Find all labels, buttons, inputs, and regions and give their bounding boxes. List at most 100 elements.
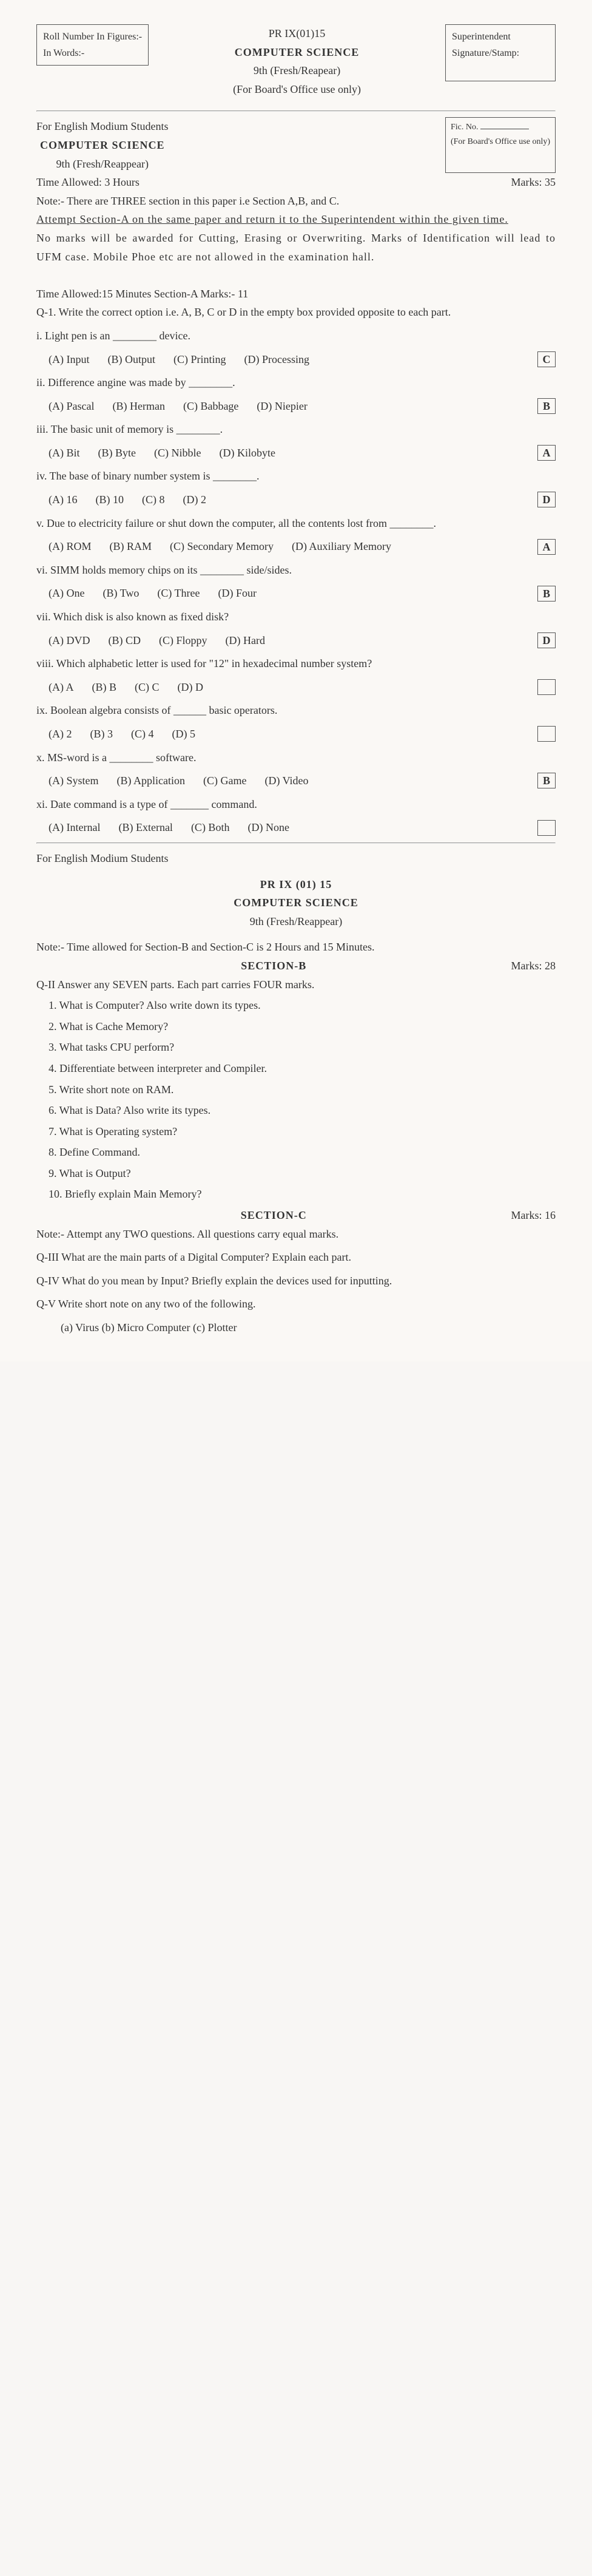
mcq-option: (A) Pascal bbox=[49, 397, 94, 416]
mcq-item: i. Light pen is an ________ device. bbox=[36, 327, 556, 345]
mcq-option: (B) Two bbox=[103, 584, 139, 603]
mcq-option: (A) 2 bbox=[49, 725, 72, 744]
answer-box[interactable]: A bbox=[537, 445, 556, 461]
mcq-option: (D) Processing bbox=[244, 350, 309, 369]
mcq-options: (A) A (B) B (C) C (D) D bbox=[49, 678, 556, 697]
answer-box[interactable]: A bbox=[537, 539, 556, 555]
list-item: 7. What is Operating system? bbox=[49, 1122, 556, 1141]
part2-subject: COMPUTER SCIENCE bbox=[36, 893, 556, 912]
answer-box[interactable] bbox=[537, 679, 556, 695]
mcq-option: (D) Niepier bbox=[257, 397, 307, 416]
part2-code: PR IX (01) 15 bbox=[36, 875, 556, 894]
mcq-option: (D) Auxiliary Memory bbox=[292, 537, 391, 556]
mcq-option: (B) Application bbox=[117, 771, 185, 790]
lang-note: For English Modium Students bbox=[36, 117, 169, 136]
secC-title: SECTION-C bbox=[241, 1206, 307, 1225]
mcq-option: (A) Input bbox=[49, 350, 89, 369]
fic-note: (For Board's Office use only) bbox=[451, 137, 550, 146]
note: Note:- There are THREE section in this p… bbox=[36, 192, 556, 211]
section-b-questions: 1. What is Computer? Also write down its… bbox=[36, 996, 556, 1204]
section-a-questions: i. Light pen is an ________ device. (A) I… bbox=[36, 327, 556, 837]
mcq-options: (A) Bit(B) Byte(C) Nibble(D) KilobyteA bbox=[49, 444, 556, 463]
mcq-option: (D) Kilobyte bbox=[219, 444, 275, 463]
divider-2 bbox=[36, 842, 556, 844]
mcq-option: (B) 10 bbox=[96, 490, 124, 509]
mcq-option: (D) Hard bbox=[226, 631, 265, 650]
list-item: 10. Briefly explain Main Memory? bbox=[49, 1185, 556, 1204]
answer-box[interactable]: D bbox=[537, 492, 556, 507]
list-item: 5. Write short note on RAM. bbox=[49, 1080, 556, 1099]
answer-box[interactable] bbox=[537, 820, 556, 836]
q1-text: Q-1. Write the correct option i.e. A, B,… bbox=[36, 303, 556, 322]
q3: Q-III What are the main parts of a Digit… bbox=[36, 1248, 556, 1267]
mcq-option: (A) One bbox=[49, 584, 84, 603]
mcq-options: (A) 16(B) 10(C) 8(D) 2D bbox=[49, 490, 556, 509]
list-item: 1. What is Computer? Also write down its… bbox=[49, 996, 556, 1015]
mcq-options: (A) 2(B) 3(C) 4(D) 5 bbox=[49, 725, 556, 744]
mcq-option: (B) CD bbox=[108, 631, 141, 650]
mcq-option: (B) External bbox=[118, 818, 172, 837]
super-label: Superintendent Signature/Stamp: bbox=[452, 32, 519, 58]
mcq-item: iv. The base of binary number system is … bbox=[36, 467, 556, 486]
mcq-option: (D) Video bbox=[264, 771, 308, 790]
meta-subject: COMPUTER SCIENCE bbox=[36, 136, 169, 155]
mcq-option: (A) DVD bbox=[49, 631, 90, 650]
secB-marks: Marks: 28 bbox=[511, 957, 556, 975]
q4: Q-IV What do you mean by Input? Briefly … bbox=[36, 1272, 556, 1290]
mcq-option: (B) 3 bbox=[90, 725, 113, 744]
mcq-item: v. Due to electricity failure or shut do… bbox=[36, 514, 556, 533]
mcq-option: (D) D bbox=[178, 678, 204, 697]
mcq-option: (D) None bbox=[247, 818, 289, 837]
part2-lang: For English Modium Students bbox=[36, 849, 556, 868]
mcq-options: (A) Internal (B) External (C) Both (D) None bbox=[49, 818, 556, 837]
list-item: 3. What tasks CPU perform? bbox=[49, 1038, 556, 1057]
mcq-item: ix. Boolean algebra consists of ______ b… bbox=[36, 701, 556, 720]
mcq-option: (C) Printing bbox=[173, 350, 226, 369]
mcq-option: (A) A bbox=[49, 678, 74, 697]
secA-head: Time Allowed:15 Minutes Section-A Marks:… bbox=[36, 285, 556, 303]
mcq-option: (B) B bbox=[92, 678, 117, 697]
mcq-option: (C) Both bbox=[191, 818, 230, 837]
mcq-item: viii. Which alphabetic letter is used fo… bbox=[36, 654, 556, 673]
mcq-option: (A) Internal bbox=[49, 818, 100, 837]
fic-box: Fic. No. (For Board's Office use only) bbox=[445, 117, 556, 173]
office-note: (For Board's Office use only) bbox=[233, 80, 361, 99]
q5-opts: (a) Virus (b) Micro Computer (c) Plotter bbox=[36, 1318, 556, 1337]
divider bbox=[36, 110, 556, 112]
mcq-option: (C) C bbox=[135, 678, 160, 697]
mcq-option: (A) 16 bbox=[49, 490, 78, 509]
mcq-option: (B) Output bbox=[107, 350, 155, 369]
mcq-option: (C) Floppy bbox=[159, 631, 207, 650]
fic-label: Fic. No. bbox=[451, 123, 479, 132]
secB-title: SECTION-B bbox=[241, 957, 306, 975]
answer-box[interactable]: B bbox=[537, 773, 556, 788]
answer-box[interactable]: D bbox=[537, 632, 556, 648]
mcq-item: iii. The basic unit of memory is _______… bbox=[36, 420, 556, 439]
inst1: Attempt Section-A on the same paper and … bbox=[36, 210, 556, 229]
mcq-options: (A) One(B) Two(C) Three(D) FourB bbox=[49, 584, 556, 603]
mcq-option: (C) Game bbox=[203, 771, 246, 790]
mcq-option: (C) Nibble bbox=[154, 444, 201, 463]
total-marks: Marks: 35 bbox=[511, 173, 556, 192]
mcq-option: (C) Babbage bbox=[183, 397, 238, 416]
mcq-item: vi. SIMM holds memory chips on its _____… bbox=[36, 561, 556, 580]
mcq-item: ii. Difference angine was made by ______… bbox=[36, 373, 556, 392]
answer-box[interactable] bbox=[537, 726, 556, 742]
mcq-item: vii. Which disk is also known as fixed d… bbox=[36, 608, 556, 626]
mcq-option: (A) System bbox=[49, 771, 99, 790]
mcq-options: (A) Input (B) Output (C) Printing (D) Proce… bbox=[49, 350, 556, 369]
center-header: PR IX(01)15 COMPUTER SCIENCE 9th (Fresh/… bbox=[233, 24, 361, 98]
answer-box[interactable]: B bbox=[537, 398, 556, 414]
grade: 9th (Fresh/Reapear) bbox=[233, 61, 361, 80]
mcq-option: (D) Four bbox=[218, 584, 257, 603]
answer-box[interactable]: C bbox=[537, 351, 556, 367]
mcq-option: (B) Herman bbox=[112, 397, 164, 416]
answer-box[interactable]: B bbox=[537, 586, 556, 602]
secB-header: SECTION-B Marks: 28 bbox=[36, 957, 556, 975]
time-allowed: Time Allowed: 3 Hours bbox=[36, 173, 140, 192]
mcq-option: (C) 4 bbox=[131, 725, 154, 744]
list-item: 8. Define Command. bbox=[49, 1143, 556, 1162]
mcq-options: (A) Pascal (B) Herman (C) Babbage (D) Niepi… bbox=[49, 397, 556, 416]
super-box: Superintendent Signature/Stamp: bbox=[445, 24, 556, 81]
mcq-option: (C) Secondary Memory bbox=[170, 537, 274, 556]
